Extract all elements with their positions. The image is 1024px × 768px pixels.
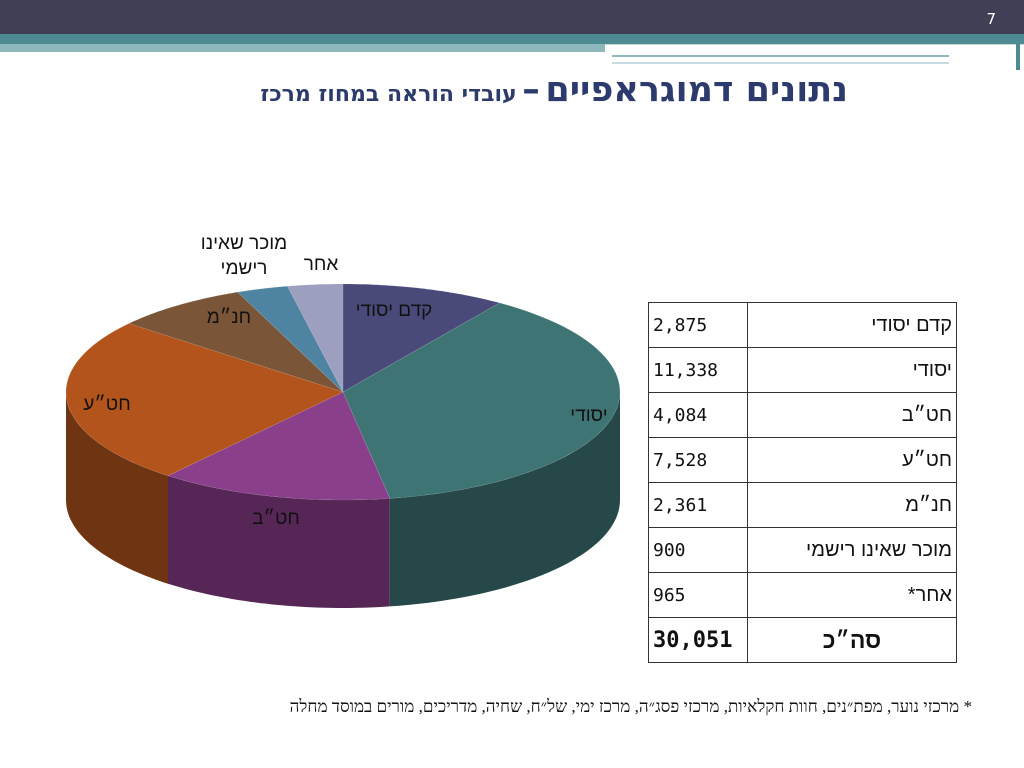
slice-label: חט״ב bbox=[252, 508, 300, 529]
pie-slice-side bbox=[66, 392, 168, 584]
row-label: אחר* bbox=[747, 572, 957, 618]
footnote: * מרכזי נוער, מפת״נים, חוות חקלאיות, מרכ… bbox=[289, 697, 972, 716]
row-label: מוכר שאינו רישמי bbox=[747, 527, 957, 573]
pie-slice-side bbox=[168, 475, 390, 608]
data-table: קדם יסודי 2,875 יסודי 11,338 חט״ב 4,084 חט״ע 7,… bbox=[648, 302, 957, 663]
total-label: סה״כ bbox=[747, 617, 957, 663]
row-value: 965 bbox=[648, 572, 748, 618]
table-row: מוכר שאינו רישמי 900 bbox=[648, 527, 957, 573]
pie-slice bbox=[128, 291, 344, 393]
row-value: 2,875 bbox=[648, 302, 748, 348]
teal-band bbox=[0, 34, 1024, 44]
pie-chart: קדם יסודי יסודי חט״ב חט״ע חנ״מ מוכר שאינו רישמ… bbox=[65, 233, 621, 608]
row-label: חט״ע bbox=[747, 437, 957, 483]
light-teal-band bbox=[0, 44, 605, 52]
table-row: חנ״מ 2,361 bbox=[648, 482, 957, 528]
pie-slice bbox=[342, 302, 621, 499]
pie-slice bbox=[65, 323, 344, 477]
header-line bbox=[612, 62, 949, 64]
slide-number: 7 bbox=[986, 10, 996, 28]
row-label: חט״ב bbox=[747, 392, 957, 438]
slice-label: חט״ע bbox=[83, 394, 130, 415]
table-row: יסודי 11,338 bbox=[648, 347, 957, 393]
table-row: אחר* 965 bbox=[648, 572, 957, 618]
title-sub: עובדי הוראה במחוז מרכז bbox=[260, 82, 517, 107]
slice-label: חנ״מ bbox=[207, 307, 251, 328]
slice-label: קדם יסודי bbox=[356, 300, 433, 321]
slice-label: אחר bbox=[304, 254, 339, 275]
row-label: קדם יסודי bbox=[747, 302, 957, 348]
row-value: 4,084 bbox=[648, 392, 748, 438]
header-vertical-line bbox=[1016, 44, 1020, 70]
row-value: 2,361 bbox=[648, 482, 748, 528]
pie-slice bbox=[237, 285, 344, 393]
pie-slice bbox=[167, 391, 391, 501]
row-label: חנ״מ bbox=[747, 482, 957, 528]
slide-title: נתונים דמוגראפיים – עובדי הוראה במחוז מר… bbox=[260, 70, 848, 110]
pie-slice bbox=[342, 283, 501, 393]
top-bar bbox=[0, 0, 1024, 34]
table-row: חט״ע 7,528 bbox=[648, 437, 957, 483]
title-main: נתונים דמוגראפיים bbox=[545, 70, 848, 110]
slice-label: יסודי bbox=[570, 405, 607, 426]
table-row: חט״ב 4,084 bbox=[648, 392, 957, 438]
row-value: 7,528 bbox=[648, 437, 748, 483]
pie-slice bbox=[287, 283, 344, 393]
pie-slice-side bbox=[389, 392, 620, 607]
row-value: 900 bbox=[648, 527, 748, 573]
total-value: 30,051 bbox=[648, 617, 748, 663]
header-line bbox=[612, 55, 949, 57]
title-dash: – bbox=[522, 70, 540, 110]
slice-label: מוכר שאינו רישמי bbox=[201, 233, 287, 279]
row-label: יסודי bbox=[747, 347, 957, 393]
total-row: סה״כ 30,051 bbox=[648, 617, 957, 663]
row-value: 11,338 bbox=[648, 347, 748, 393]
table-row: קדם יסודי 2,875 bbox=[648, 302, 957, 348]
